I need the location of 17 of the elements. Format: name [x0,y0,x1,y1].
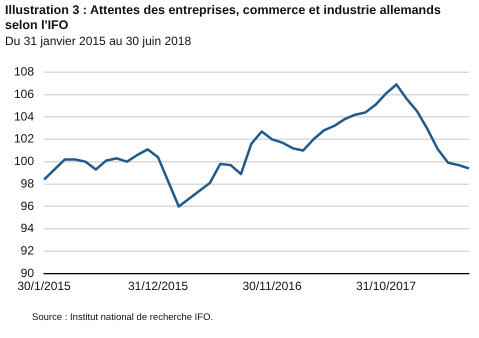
y-tick-label: 104 [14,109,34,124]
y-tick-label: 96 [20,198,34,213]
x-tick-label: 30/11/2016 [242,279,302,294]
y-tick-label: 100 [14,154,34,168]
y-tick-label: 98 [20,176,34,190]
y-tick-label: 106 [14,86,34,101]
x-tick-label: 30/1/2015 [17,279,72,294]
chart-title: Illustration 3 : Attentes des entreprises, commerce et industrie allemands selon l'IFO [5,3,442,33]
source-note: Source : Institut national de recherche IFO. [32,312,214,323]
y-tick-label: 92 [20,244,34,258]
y-tick-label: 108 [14,64,34,79]
x-tick-label: 31/10/2017 [356,279,416,294]
y-tick-label: 94 [20,221,34,236]
y-tick-label: 102 [14,132,34,146]
y-tick-label: 90 [20,266,34,280]
x-tick-label: 31/12/2015 [128,279,188,294]
chart-subtitle: Du 31 janvier 2015 au 30 juin 2018 [5,34,192,48]
